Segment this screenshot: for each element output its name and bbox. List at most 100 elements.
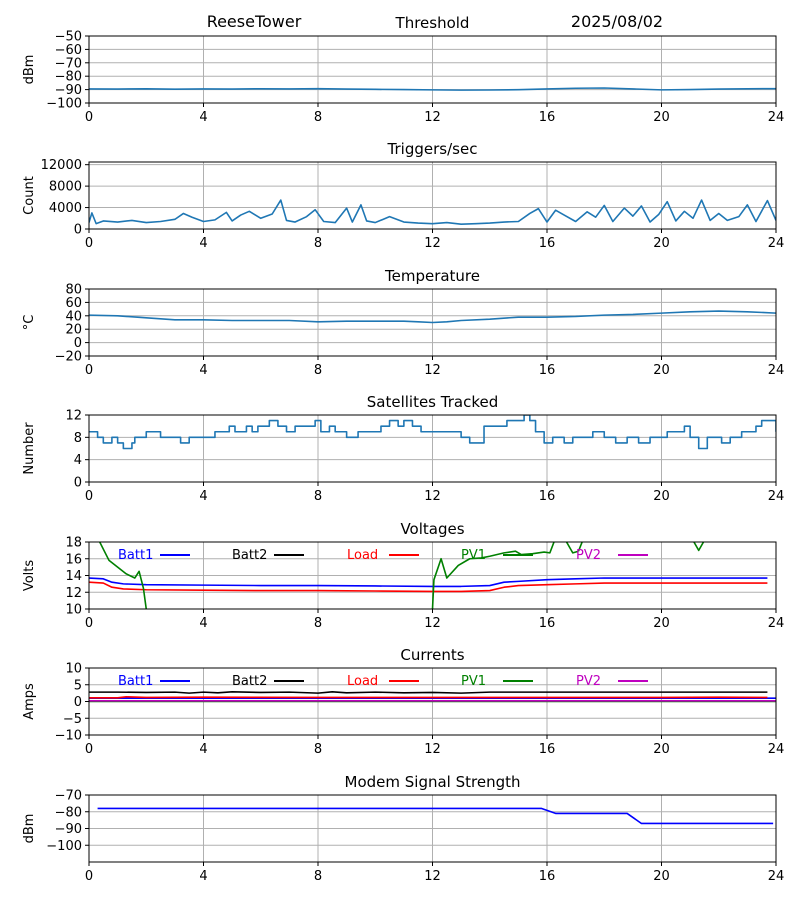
series-line-load (89, 581, 768, 593)
legend-label: Batt2 (232, 548, 267, 563)
y-tick-label: −70 (55, 56, 82, 71)
x-tick-label: 20 (653, 489, 670, 504)
series-group (89, 310, 776, 324)
y-axis-label: dBm (22, 814, 37, 844)
series-line-load (89, 696, 768, 699)
chart-modem: 0 4 8 12 16 20 24 −100 −90 −80−70 Modem Signal Str… (22, 773, 784, 884)
x-tick-label: 0 (85, 363, 93, 378)
x-tick-label: 16 (539, 869, 556, 884)
y-tick-label: −100 (46, 97, 82, 112)
chart-title: Threshold (395, 14, 470, 32)
series-line-pv1 (98, 542, 148, 609)
series-line-pv1 (693, 542, 705, 552)
series-line-pv1 (431, 542, 579, 609)
x-tick-label: 8 (314, 869, 322, 884)
x-tick-label: 4 (199, 742, 207, 757)
y-tick-label: −5 (63, 712, 82, 727)
legend-label: Load (347, 674, 378, 689)
date-label: 2025/08/02 (571, 12, 663, 31)
legend-label: Batt1 (118, 548, 153, 563)
legend-label: PV1 (461, 674, 486, 689)
legend-label: Batt1 (118, 674, 153, 689)
x-tick-label: 8 (314, 489, 322, 504)
y-axis-label: Number (22, 422, 37, 475)
x-tick-label: 0 (85, 742, 93, 757)
x-tick-label: 20 (653, 869, 670, 884)
x-tick-label: 24 (768, 616, 785, 631)
x-tick-label: 8 (314, 363, 322, 378)
x-tick-label: 12 (424, 616, 441, 631)
x-tick-label: 0 (85, 616, 93, 631)
x-tick-label: 4 (199, 363, 207, 378)
y-tick-label: −80 (55, 70, 82, 85)
y-tick-label: 4 (74, 453, 82, 468)
y-tick-label: 4000 (49, 201, 82, 216)
chart-title: Modem Signal Strength (345, 773, 521, 791)
legend-label: PV2 (576, 548, 601, 563)
x-tick-label: 16 (539, 236, 556, 251)
series-group (89, 87, 776, 91)
y-tick-label: 14 (65, 569, 82, 584)
y-tick-label: 8000 (49, 180, 82, 195)
x-tick-label: 24 (768, 236, 785, 251)
y-tick-label: −10 (55, 729, 82, 744)
x-tick-label: 8 (314, 616, 322, 631)
series-line-temperature (89, 310, 776, 324)
x-tick-label: 12 (424, 110, 441, 125)
y-tick-label: 0 (74, 223, 82, 238)
y-tick-label: 0 (74, 695, 82, 710)
x-tick-label: 16 (539, 489, 556, 504)
x-tick-label: 24 (768, 489, 785, 504)
x-tick-label: 4 (199, 236, 207, 251)
y-tick-label: −60 (55, 43, 82, 58)
x-tick-label: 8 (314, 110, 322, 125)
chart-title: Triggers/sec (387, 140, 478, 158)
x-tick-label: 20 (653, 363, 670, 378)
x-tick-label: 4 (199, 869, 207, 884)
y-axis-label: dBm (22, 55, 37, 85)
y-axis-label: °C (22, 315, 37, 331)
y-tick-label: 12000 (41, 158, 82, 173)
series-group (89, 415, 776, 450)
x-tick-label: 12 (424, 742, 441, 757)
x-tick-label: 16 (539, 110, 556, 125)
y-tick-label: 10 (65, 662, 82, 677)
y-tick-label: −50 (55, 30, 82, 45)
chart-threshold: 0 4 8 12 16 20 24 −100−90−80−70−60−50 Threshold d… (22, 14, 784, 125)
x-tick-label: 16 (539, 616, 556, 631)
chart-satellites: 0 4 8 12 16 20 24 0 4 8 12 Satellites Tracked Number (22, 393, 784, 504)
x-tick-label: 4 (199, 616, 207, 631)
series-group (89, 690, 776, 703)
legend-label: Batt2 (232, 674, 267, 689)
y-tick-label: 8 (74, 431, 82, 446)
y-tick-label: 20 (65, 323, 82, 338)
series-group (89, 542, 768, 609)
x-tick-label: 20 (653, 110, 670, 125)
y-tick-label: −20 (55, 350, 82, 365)
y-tick-label: −80 (55, 805, 82, 820)
x-tick-label: 16 (539, 363, 556, 378)
y-tick-label: 0 (74, 476, 82, 491)
x-tick-label: 8 (314, 742, 322, 757)
series-line-satellites (89, 415, 776, 450)
x-tick-label: 20 (653, 236, 670, 251)
x-tick-label: 4 (199, 489, 207, 504)
chart-title: Voltages (400, 520, 464, 538)
series-group (97, 807, 774, 825)
x-tick-label: 0 (85, 489, 93, 504)
legend-label: PV1 (461, 548, 486, 563)
chart-triggers: 0 4 8 12 16 20 24 0 4000 8000 12000 Triggers/sec Cou… (22, 140, 784, 251)
y-tick-label: −90 (55, 822, 82, 837)
y-tick-label: −100 (46, 839, 82, 854)
y-tick-label: 40 (65, 309, 82, 324)
x-tick-label: 12 (424, 363, 441, 378)
x-tick-label: 8 (314, 236, 322, 251)
series-line-batt1 (89, 577, 768, 588)
legend-label: PV2 (576, 674, 601, 689)
series-line-threshold (89, 87, 776, 91)
x-tick-label: 20 (653, 616, 670, 631)
